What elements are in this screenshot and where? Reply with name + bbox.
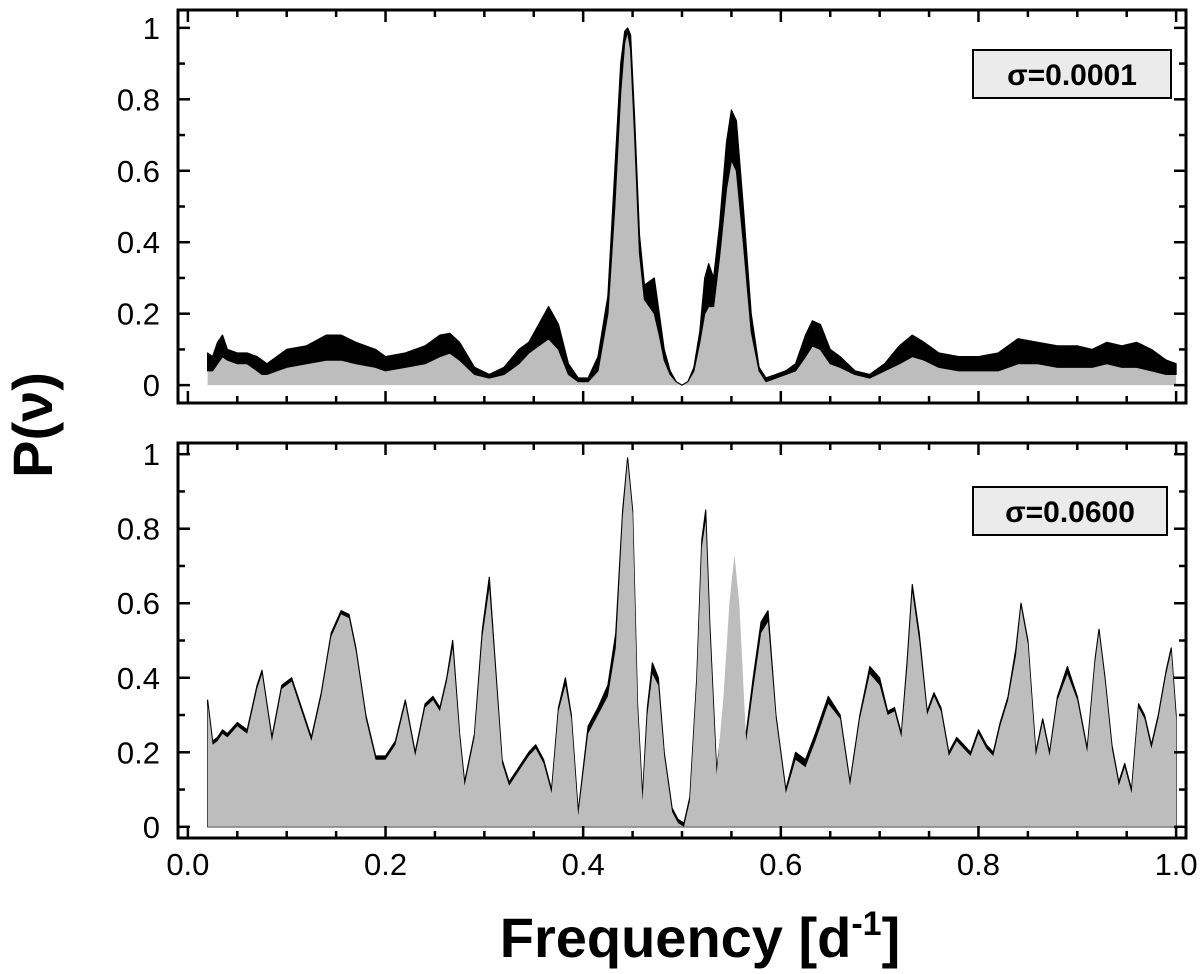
top-y-tick-label: 0.8	[117, 82, 160, 117]
y-axis-title: P(ν)	[1, 372, 64, 478]
bottom-annotation-text: σ=0.0600	[1005, 496, 1135, 529]
x-tick-label: 0.4	[562, 847, 605, 882]
bottom-annotation-box	[972, 486, 1168, 536]
x-axis-title: Frequency [d-1]	[500, 905, 901, 969]
top-y-tick-label: 1	[143, 11, 160, 46]
panel-bottom: 0 0.2 0.4 0.6 0.8 1 σ=0.0600	[117, 437, 1188, 845]
top-y-tick-label: 0.2	[117, 297, 160, 332]
bottom-y-tick-labels: 0 0.2 0.4 0.6 0.8 1	[117, 437, 160, 845]
bottom-y-tick-label: 0.8	[117, 512, 160, 547]
top-band-layer	[207, 27, 1177, 386]
top-annotation-text: σ=0.0001	[1007, 59, 1137, 92]
top-y-tick-label: 0.4	[117, 225, 160, 260]
bottom-y-tick-label: 0.4	[117, 661, 160, 696]
x-tick-labels: 0.0 0.2 0.4 0.6 0.8 1.0	[166, 847, 1197, 882]
bottom-y-tick-label: 1	[143, 437, 160, 472]
x-tick-label: 0.6	[759, 847, 802, 882]
x-tick-label: 0.2	[364, 847, 407, 882]
x-tick-label: 1.0	[1155, 847, 1198, 882]
top-y-tick-labels: 0 0.2 0.4 0.6 0.8 1	[117, 11, 160, 403]
bottom-y-tick-label: 0.2	[117, 735, 160, 770]
x-tick-label: 0.0	[166, 847, 209, 882]
top-annotation-box	[972, 49, 1172, 99]
x-axis-title-close: ]	[882, 906, 901, 969]
bottom-y-tick-label: 0	[143, 810, 160, 845]
bottom-ticks-layer	[178, 443, 1186, 838]
x-axis-title-main: Frequency [d	[500, 906, 852, 969]
bottom-y-tick-label: 0.6	[117, 586, 160, 621]
bottom-gray-fill-layer	[207, 461, 1177, 827]
x-axis-title-sup: -1	[851, 905, 881, 943]
bottom-gray-area	[207, 461, 1177, 827]
top-y-tick-label: 0.6	[117, 154, 160, 189]
bottom-annotation: σ=0.0600	[972, 486, 1168, 536]
top-ticks-layer	[178, 10, 1186, 403]
top-y-tick-label: 0	[143, 368, 160, 403]
panel-top: 0 0.2 0.4 0.6 0.8 1 σ=0.0001	[117, 8, 1188, 405]
top-annotation: σ=0.0001	[972, 49, 1172, 99]
x-tick-label: 0.8	[957, 847, 1000, 882]
top-band-area	[207, 27, 1177, 386]
